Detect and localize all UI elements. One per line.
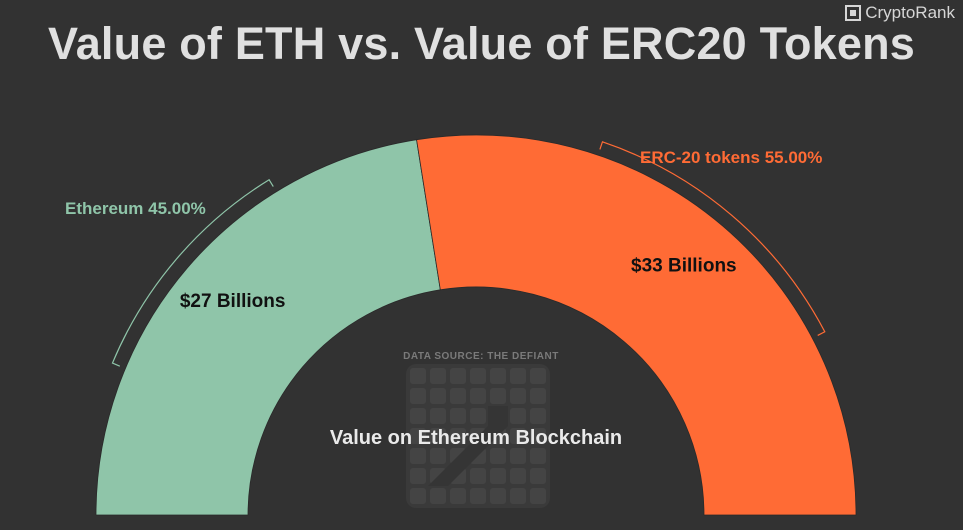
cryptorank-logo-icon [845,5,862,21]
watermark-cell [510,388,526,404]
watermark-cell [470,388,486,404]
watermark-cell [410,368,426,384]
watermark-cell [530,448,546,464]
watermark-cell [430,388,446,404]
watermark-cell [490,368,506,384]
watermark-cell [470,408,486,424]
watermark-cell [450,488,466,504]
watermark-cell [530,468,546,484]
watermark-cell [470,368,486,384]
watermark-cell [430,368,446,384]
watermark-cell [510,408,526,424]
data-source-note: DATA SOURCE: THE DEFIANT [403,351,559,362]
watermark-cell [510,488,526,504]
watermark-cell [510,448,526,464]
value-label-erc-20-tokens: $33 Billions [631,256,737,277]
watermark-cell [450,368,466,384]
watermark-cell [530,368,546,384]
watermark-cell [510,468,526,484]
watermark-cell [430,448,446,464]
watermark-cell [490,468,506,484]
watermark-cell [490,448,506,464]
watermark-arrow [428,406,508,486]
brand-logo: CryptoRank [845,3,955,23]
watermark-cell [410,468,426,484]
percent-label-ethereum: Ethereum 45.00% [65,199,206,218]
watermark-cell [450,428,466,444]
bracket-ethereum [111,178,274,367]
watermark-cell [490,388,506,404]
watermark-cell [530,388,546,404]
watermark-cell [510,368,526,384]
watermark-cell [410,488,426,504]
value-label-ethereum: $27 Billions [180,291,286,312]
watermark-cell [530,408,546,424]
watermark-cell [530,488,546,504]
watermark-cell [470,488,486,504]
watermark-cell [430,488,446,504]
slice-erc-20-tokens [416,134,857,516]
watermark-logo [406,364,550,508]
slice-ethereum [95,139,441,516]
watermark-cell [430,428,446,444]
watermark-cell [410,388,426,404]
percent-label-erc-20-tokens: ERC-20 tokens 55.00% [640,148,822,167]
watermark-cell [450,388,466,404]
watermark-cell [410,428,426,444]
watermark-cell [450,408,466,424]
watermark-cell [510,428,526,444]
center-label: Value on Ethereum Blockchain [330,427,622,449]
watermark-cell [430,408,446,424]
watermark-cell [410,448,426,464]
chart-title: Value of ETH vs. Value of ERC20 Tokens [47,18,916,69]
brand-name: CryptoRank [865,3,955,22]
watermark-cell [410,408,426,424]
bracket-erc-20-tokens [599,141,826,336]
watermark-cell [530,428,546,444]
watermark-cell [490,488,506,504]
watermark-cell [470,468,486,484]
